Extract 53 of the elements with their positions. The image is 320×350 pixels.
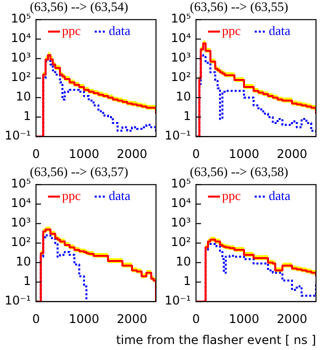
y-tick-label: 10³ <box>10 216 32 230</box>
y-tick-label: 10⁴ <box>10 31 32 46</box>
y-tick-label: 10² <box>170 70 192 84</box>
y-tick-label: 10 <box>176 90 191 104</box>
legend-label: ppc <box>62 188 81 204</box>
x-tick-label: 1000 <box>228 146 260 161</box>
x-tick-label: 0 <box>192 146 200 161</box>
chart-title: (63,56) --> (63,58) <box>190 164 288 180</box>
x-tick-label: 2000 <box>116 312 148 326</box>
x-tick-label: 2000 <box>116 146 148 161</box>
y-tick-label: 10² <box>170 235 192 250</box>
x-tick-label: 0 <box>32 146 40 161</box>
x-tick-label: 1000 <box>68 146 100 161</box>
y-tick-label: 10² <box>10 70 32 84</box>
x-tick-label: 0 <box>32 312 40 326</box>
y-tick-label: 10⁵ <box>10 176 32 191</box>
y-tick-label: 10⁻¹ <box>4 294 32 308</box>
chart-title: (63,56) --> (63,57) <box>30 164 128 180</box>
legend-label: data <box>108 23 131 38</box>
y-tick-label: 10⁻¹ <box>164 294 192 308</box>
y-tick-label: 10⁴ <box>10 196 32 210</box>
y-tick-label: 10⁴ <box>170 196 192 210</box>
y-tick-label: 10⁻¹ <box>164 128 192 143</box>
y-tick-label: 10⁻¹ <box>4 128 32 143</box>
y-tick-label: 10⁴ <box>170 31 192 46</box>
y-tick-label: 1 <box>23 109 31 124</box>
y-tick-label: 10⁵ <box>10 12 32 26</box>
legend-label: ppc <box>222 23 241 38</box>
x-tick-label: 2000 <box>276 146 308 161</box>
legend-label: ppc <box>62 23 81 38</box>
chart-title: (63,56) --> (63,55) <box>190 0 288 14</box>
y-tick-label: 1 <box>183 109 191 124</box>
y-tick-label: 1 <box>183 274 191 288</box>
x-tick-label: 2000 <box>276 312 308 326</box>
y-tick-label: 10 <box>16 90 31 104</box>
y-tick-label: 1 <box>23 274 31 288</box>
x-tick-label: 1000 <box>228 312 260 326</box>
y-tick-label: 10⁵ <box>170 176 192 191</box>
chart-title: (63,56) --> (63,54) <box>30 0 128 14</box>
y-tick-label: 10³ <box>170 216 192 230</box>
x-tick-label: 1000 <box>68 312 100 326</box>
y-tick-label: 10² <box>10 235 32 250</box>
x-tick-label: 0 <box>192 312 200 326</box>
legend-label: ppc <box>222 188 241 204</box>
legend-label: data <box>108 188 131 204</box>
y-tick-label: 10³ <box>170 50 192 65</box>
x-axis-title: time from the flasher event [ ns ] <box>116 333 316 347</box>
y-tick-label: 10 <box>16 254 31 269</box>
y-tick-label: 10³ <box>10 50 32 65</box>
legend-label: data <box>268 188 291 204</box>
legend-label: data <box>268 23 291 38</box>
y-tick-label: 10⁵ <box>170 12 192 26</box>
y-tick-label: 10 <box>176 254 191 269</box>
